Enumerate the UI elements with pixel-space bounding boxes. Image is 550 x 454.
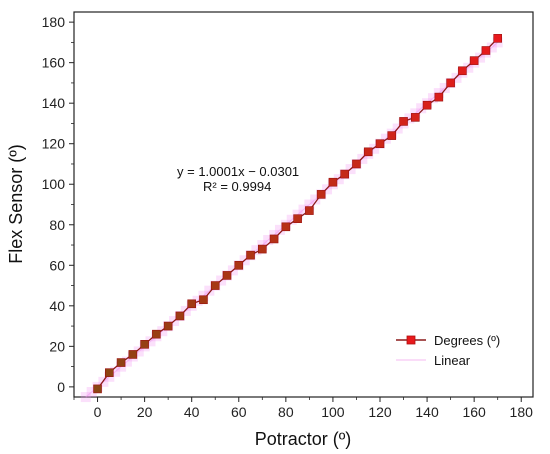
data-point bbox=[116, 358, 126, 367]
data-point bbox=[352, 159, 361, 169]
x-tick-label: 100 bbox=[321, 404, 345, 420]
linear-fit-marker bbox=[286, 214, 297, 225]
legend: Degrees (º) Linear bbox=[396, 333, 500, 368]
linear-fit-marker bbox=[204, 285, 215, 296]
data-point bbox=[140, 340, 149, 349]
x-tick-label: 60 bbox=[231, 404, 247, 420]
data-point bbox=[481, 46, 491, 55]
linear-fit-marker bbox=[157, 326, 168, 337]
y-tick-label: 100 bbox=[42, 176, 66, 192]
data-point bbox=[469, 56, 479, 65]
data-point bbox=[187, 299, 196, 309]
linear-fit-marker bbox=[110, 366, 121, 377]
linear-fit-marker bbox=[416, 103, 427, 114]
data-point bbox=[422, 100, 432, 110]
data-point bbox=[293, 214, 302, 223]
y-tick-label: 180 bbox=[42, 14, 66, 30]
linear-fit-marker bbox=[133, 346, 144, 357]
linear-fit-marker bbox=[404, 113, 415, 124]
linear-fit-marker bbox=[380, 133, 391, 144]
data-point bbox=[199, 295, 208, 305]
x-tick-label: 0 bbox=[94, 404, 102, 420]
linear-fit-marker bbox=[298, 204, 309, 215]
legend-degrees-marker bbox=[406, 335, 416, 345]
data-point bbox=[210, 281, 220, 290]
linear-fit-marker bbox=[451, 72, 462, 83]
linear-fit-marker bbox=[80, 392, 91, 403]
linear-fit-marker bbox=[427, 93, 438, 104]
data-point bbox=[105, 368, 114, 377]
x-axis-ticks: 0 20 40 60 80 100 120 140 160 180 bbox=[73, 397, 534, 420]
y-tick-label: 20 bbox=[49, 338, 65, 354]
linear-fit-marker bbox=[86, 386, 97, 397]
x-axis-title: Potractor (º) bbox=[255, 429, 352, 449]
data-point bbox=[328, 177, 338, 187]
fit-equation: y = 1.0001x − 0.0301 bbox=[177, 164, 299, 179]
linear-fit-marker bbox=[121, 356, 132, 367]
y-tick-label: 0 bbox=[57, 379, 65, 395]
y-axis-ticks: 0 20 40 60 80 100 120 140 160 180 bbox=[42, 14, 74, 395]
data-point bbox=[375, 139, 385, 149]
y-tick-label: 40 bbox=[49, 298, 65, 314]
linear-fit-marker bbox=[180, 305, 191, 316]
data-point bbox=[246, 250, 255, 260]
data-point bbox=[399, 117, 408, 126]
linear-fit-marker bbox=[263, 235, 274, 246]
linear-fit-marker bbox=[304, 199, 315, 210]
y-tick-label: 120 bbox=[42, 136, 66, 152]
x-tick-label: 140 bbox=[415, 404, 439, 420]
linear-fit-marker bbox=[369, 143, 380, 154]
legend-linear-label: Linear bbox=[434, 353, 471, 368]
linear-fit-marker bbox=[486, 42, 497, 53]
data-point bbox=[411, 113, 420, 122]
data-point bbox=[234, 260, 244, 270]
data-point bbox=[493, 34, 502, 43]
y-tick-label: 60 bbox=[49, 257, 65, 273]
y-axis-title: Flex Sensor (º) bbox=[6, 144, 26, 264]
linear-fit-marker bbox=[357, 153, 368, 164]
x-tick-label: 180 bbox=[510, 404, 534, 420]
linear-fit-marker bbox=[322, 184, 333, 195]
data-point bbox=[93, 384, 102, 394]
linear-fit-marker bbox=[145, 336, 156, 347]
linear-fit-marker bbox=[475, 52, 486, 63]
data-point bbox=[175, 311, 185, 321]
y-tick-label: 80 bbox=[49, 217, 65, 233]
linear-fit-marker bbox=[251, 245, 262, 256]
data-point bbox=[387, 131, 397, 140]
data-point bbox=[458, 66, 467, 76]
data-point bbox=[163, 321, 173, 331]
linear-fit-marker bbox=[333, 174, 344, 185]
linear-fit-marker bbox=[463, 62, 474, 73]
y-tick-label: 140 bbox=[42, 95, 66, 111]
data-point bbox=[340, 169, 349, 179]
data-point bbox=[316, 190, 326, 199]
fit-r-squared: R² = 0.9994 bbox=[203, 179, 271, 194]
data-point bbox=[363, 147, 373, 157]
data-point bbox=[281, 222, 291, 232]
x-tick-label: 120 bbox=[368, 404, 392, 420]
data-point bbox=[258, 244, 267, 254]
data-point bbox=[305, 206, 314, 215]
x-tick-label: 80 bbox=[278, 404, 294, 420]
linear-fit-marker bbox=[310, 194, 321, 205]
data-point bbox=[152, 329, 161, 339]
y-tick-label: 160 bbox=[42, 55, 66, 71]
x-tick-label: 40 bbox=[184, 404, 200, 420]
legend-degrees-label: Degrees (º) bbox=[434, 333, 500, 348]
x-tick-label: 20 bbox=[137, 404, 153, 420]
series-degrees bbox=[93, 34, 502, 394]
data-point bbox=[222, 271, 232, 280]
linear-fit-marker bbox=[439, 83, 450, 94]
linear-fit-marker bbox=[192, 295, 203, 306]
x-tick-label: 160 bbox=[462, 404, 486, 420]
data-point bbox=[269, 234, 279, 244]
data-point bbox=[128, 350, 138, 359]
data-point bbox=[434, 92, 444, 102]
linear-fit-marker bbox=[274, 224, 285, 235]
data-point bbox=[446, 78, 455, 88]
